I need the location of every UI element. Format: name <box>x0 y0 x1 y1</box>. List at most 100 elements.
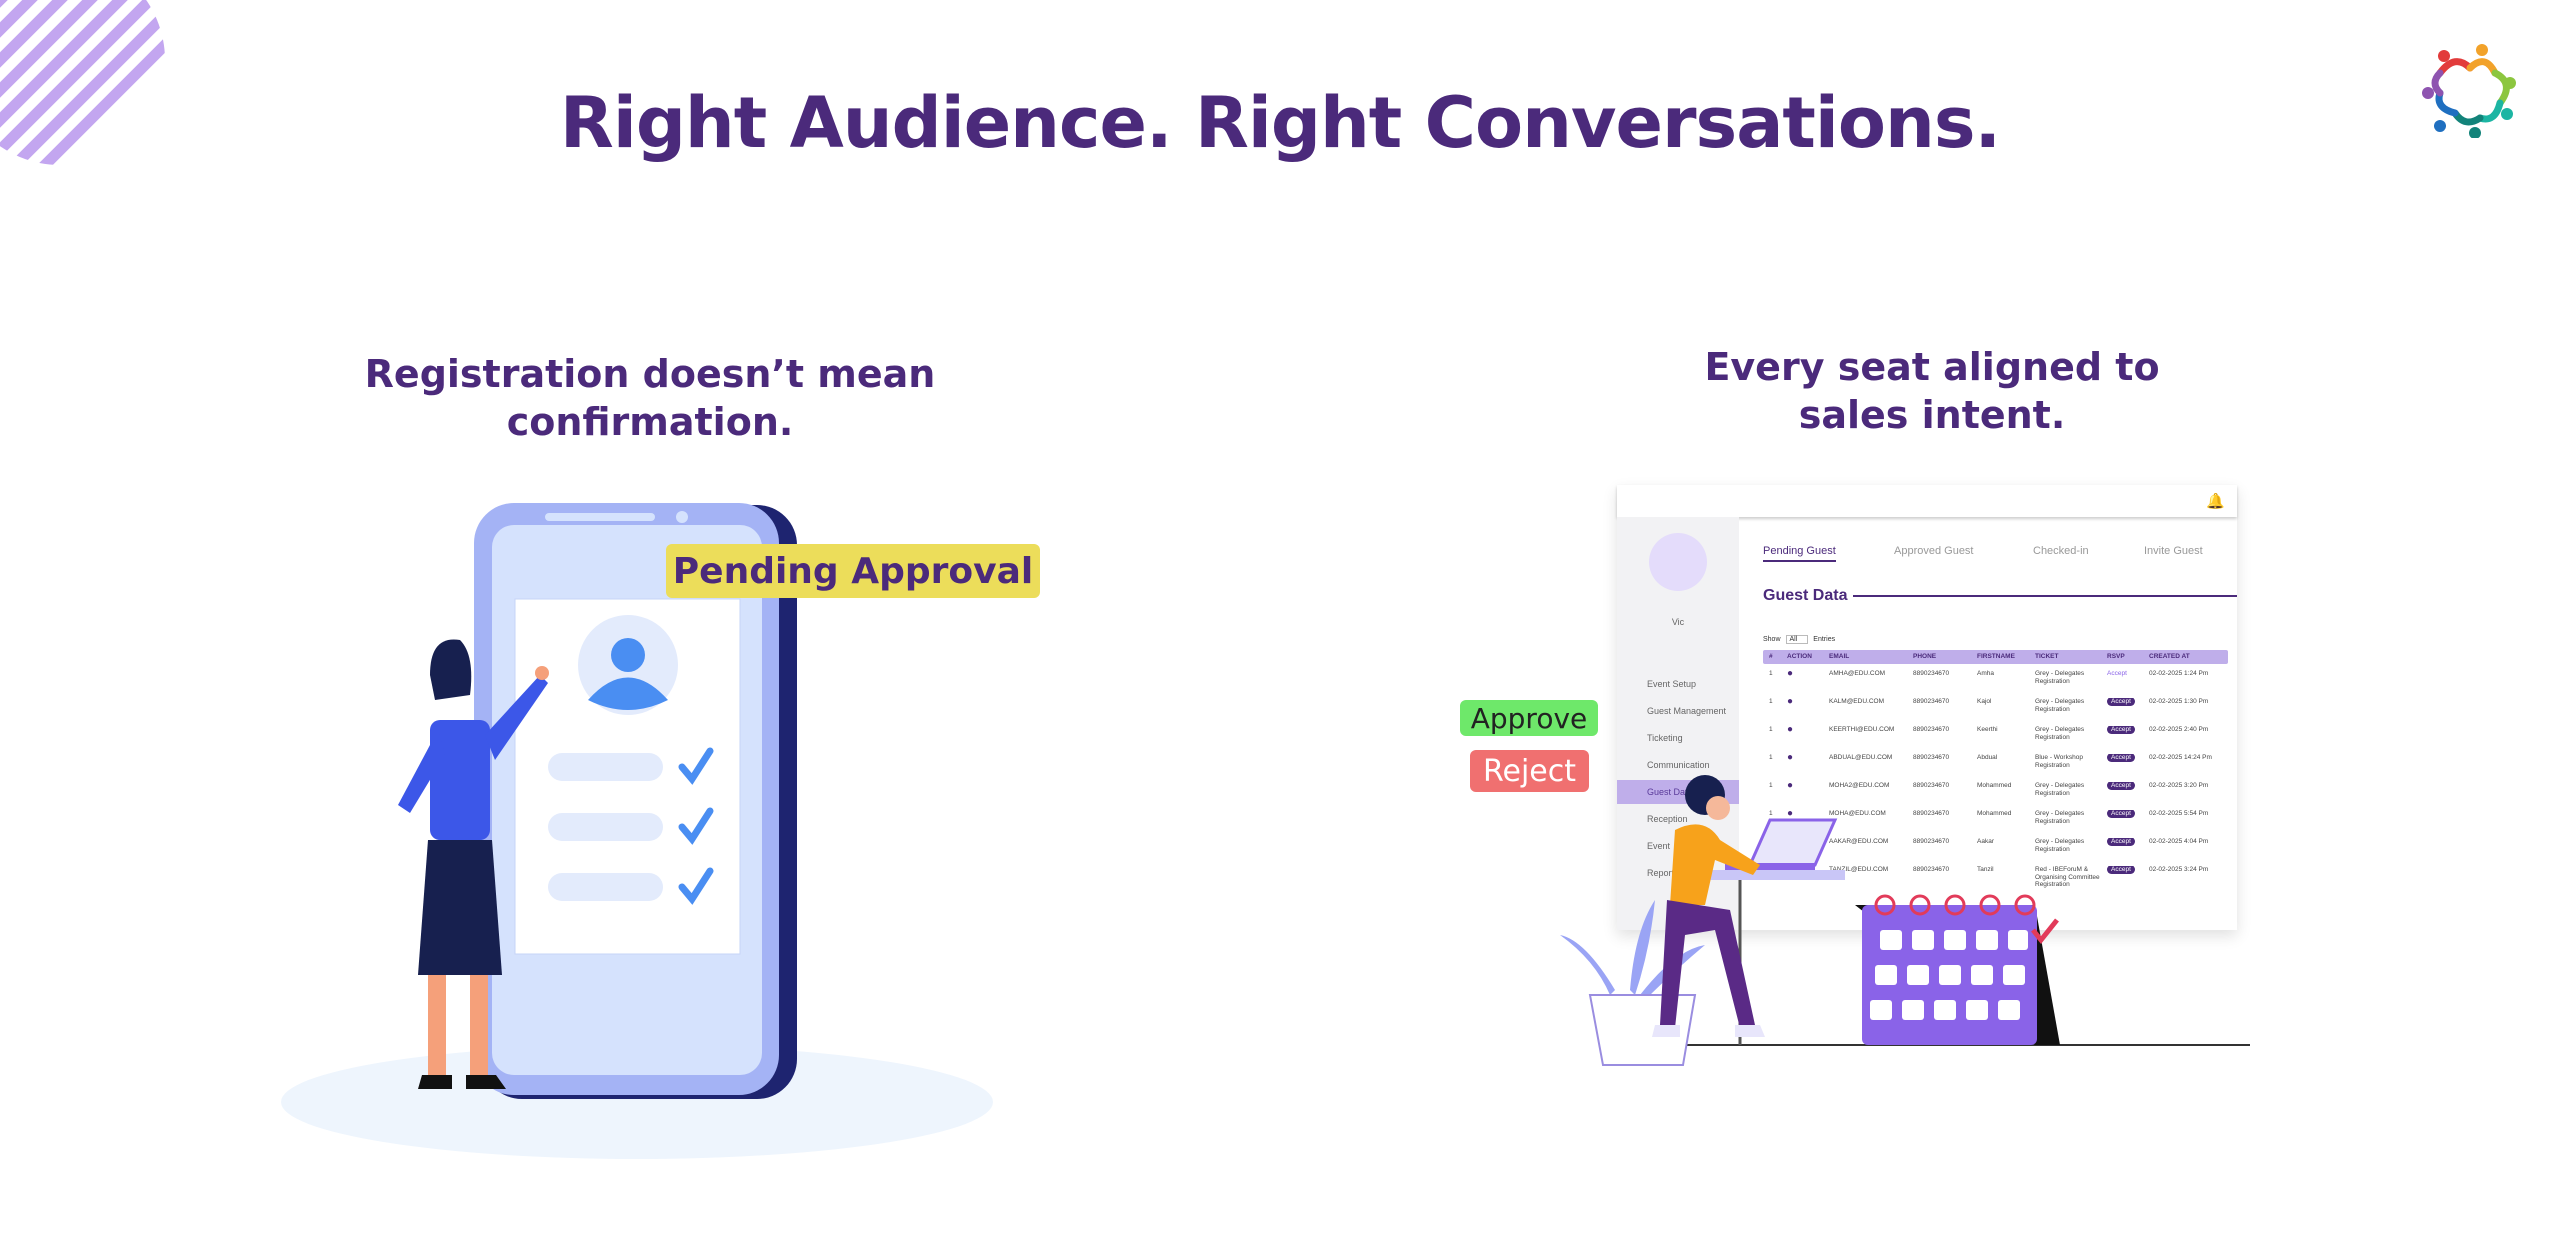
column-header[interactable]: PHONE <box>1913 653 1937 661</box>
table-cell: Red - IBEForuM & Organising Committee Re… <box>2035 866 2100 888</box>
pending-approval-badge: Pending Approval <box>666 544 1040 598</box>
guest-table: # ACTION EMAIL PHONE FIRSTNAME TICKET RSVP CREA… <box>1763 650 2228 889</box>
table-cell: Grey - Delegates Registration <box>2035 670 2085 685</box>
table-row: 1 ● KALM@EDU.COM 8890234670 Kajol Grey - Dele… <box>1763 692 2228 720</box>
top-bar: 🔔 <box>1617 485 2237 517</box>
striped-circle-decoration <box>0 0 165 165</box>
table-cell: 02-02-2025 5:54 Pm <box>2149 810 2209 817</box>
bell-icon[interactable]: 🔔 <box>2206 493 2225 510</box>
sidebar-item-event[interactable]: Event <box>1647 841 1671 851</box>
table-cell: 8890234670 <box>1913 754 1950 761</box>
tab-checked-in[interactable]: Checked-in <box>2033 545 2089 557</box>
rsvp-accept-badge[interactable]: Accept <box>2107 810 2149 818</box>
rsvp-accept-badge[interactable]: Accept <box>2107 782 2149 790</box>
column-header[interactable]: EMAIL <box>1829 653 1850 661</box>
table-cell: MOHA2@EDU.COM <box>1829 782 1890 789</box>
user-action-icon[interactable]: ● <box>1787 782 1794 791</box>
table-row: 1 ● MOHA@EDU.COM 8890234670 Mohammed Grey - D… <box>1763 804 2228 832</box>
table-cell: AMHA@EDU.COM <box>1829 670 1886 677</box>
tab-pending-guest[interactable]: Pending Guest <box>1763 545 1836 562</box>
sidebar-item-reception[interactable]: Reception <box>1647 814 1688 824</box>
rsvp-accept-badge[interactable]: Accept <box>2107 670 2149 678</box>
table-row: 1 ● MOHA2@EDU.COM 8890234670 Mohammed Grey - … <box>1763 776 2228 804</box>
table-cell: Grey - Delegates Registration <box>2035 726 2085 741</box>
table-cell: Keerthi <box>1977 726 1998 733</box>
table-cell: MOHA@EDU.COM <box>1829 810 1886 817</box>
table-cell: AAKAR@EDU.COM <box>1829 838 1889 845</box>
rsvp-accept-badge[interactable]: Accept <box>2107 754 2149 762</box>
table-cell: 02-02-2025 4:04 Pm <box>2149 838 2209 845</box>
user-action-icon[interactable]: ● <box>1787 754 1794 763</box>
table-cell: Mohammed <box>1977 810 2012 817</box>
table-cell: 02-02-2025 1:30 Pm <box>2149 698 2209 705</box>
table-cell: KEERTHI@EDU.COM <box>1829 726 1895 733</box>
entries-select[interactable]: All <box>1785 635 1809 644</box>
table-row: 1 ● KEERTHI@EDU.COM 8890234670 Keerthi Grey -… <box>1763 720 2228 748</box>
table-cell: TANZIL@EDU.COM <box>1829 866 1889 873</box>
user-action-icon[interactable]: ● <box>1787 810 1794 819</box>
table-cell: 02-02-2025 1:24 Pm <box>2149 670 2209 677</box>
table-cell: 8890234670 <box>1913 670 1950 677</box>
column-header[interactable]: # <box>1769 653 1773 661</box>
user-action-icon[interactable]: ● <box>1787 726 1794 735</box>
table-cell: 8890234670 <box>1913 726 1950 733</box>
table-cell: Blue - Workshop Registration <box>2035 754 2083 769</box>
table-cell: 8890234670 <box>1913 810 1950 817</box>
table-cell: 1 <box>1769 670 1773 677</box>
table-cell: Grey - Delegates Registration <box>2035 698 2085 713</box>
rsvp-accept-badge[interactable]: Accept <box>2107 838 2149 846</box>
tab-invite-guest[interactable]: Invite Guest <box>2144 545 2203 557</box>
column-header[interactable]: CREATED AT <box>2149 653 2190 661</box>
rsvp-label: Accept <box>2107 726 2135 734</box>
column-header[interactable]: ACTION <box>1787 653 1812 661</box>
sidebar-item-communication[interactable]: Communication <box>1647 760 1710 770</box>
user-action-icon[interactable]: ● <box>1787 670 1794 679</box>
column-header[interactable]: RSVP <box>2107 653 2125 661</box>
section-title: Guest Data <box>1763 587 2237 605</box>
table-cell: Kajol <box>1977 698 1992 705</box>
rsvp-accept-badge[interactable]: Accept <box>2107 726 2149 734</box>
approve-button[interactable]: Approve <box>1460 700 1598 736</box>
table-cell: Grey - Delegates Registration <box>2035 810 2085 825</box>
table-cell: Abdual <box>1977 754 1998 761</box>
table-cell: Amha <box>1977 670 1994 677</box>
table-cell: 1 <box>1769 726 1773 733</box>
table-cell: 8890234670 <box>1913 866 1950 873</box>
table-cell: Mohammed <box>1977 782 2012 789</box>
column-header[interactable]: FIRSTNAME <box>1977 653 2015 661</box>
right-heading: Every seat aligned to sales intent. <box>1632 343 2232 439</box>
sidebar-item-ticketing[interactable]: Ticketing <box>1647 733 1683 743</box>
table-cell: 1 <box>1769 754 1773 761</box>
divider <box>1853 595 2237 597</box>
section-title-text: Guest Data <box>1763 587 1848 604</box>
reject-button[interactable]: Reject <box>1470 750 1589 792</box>
table-cell: 02-02-2025 3:20 Pm <box>2149 782 2209 789</box>
rsvp-label: Accept <box>2107 866 2135 874</box>
phone-approval-illustration <box>281 503 993 1159</box>
left-heading-line2: confirmation. <box>506 400 794 444</box>
column-header[interactable]: TICKET <box>2035 653 2059 661</box>
rsvp-accept-badge[interactable]: Accept <box>2107 866 2149 874</box>
table-cell: Tanzil <box>1977 866 1994 873</box>
avatar <box>1649 533 1707 591</box>
table-header: # ACTION EMAIL PHONE FIRSTNAME TICKET RSVP CREA… <box>1763 650 2228 664</box>
table-cell: 1 <box>1769 782 1773 789</box>
table-cell: Grey - Delegates Registration <box>2035 782 2085 797</box>
rsvp-label: Accept <box>2107 698 2135 706</box>
user-name: Vic <box>1671 617 1685 627</box>
rsvp-label: Accept <box>2107 782 2135 790</box>
left-heading: Registration doesn’t mean confirmation. <box>350 350 950 446</box>
user-action-icon[interactable]: ● <box>1787 698 1794 707</box>
table-cell: 8890234670 <box>1913 782 1950 789</box>
tab-approved-guest[interactable]: Approved Guest <box>1894 545 1974 557</box>
table-cell: 8890234670 <box>1913 698 1950 705</box>
rsvp-label: Accept <box>2107 754 2135 762</box>
rsvp-label: Accept <box>2107 810 2135 818</box>
rsvp-accept-badge[interactable]: Accept <box>2107 698 2149 706</box>
show-label: Show <box>1763 636 1781 643</box>
sidebar-item-event-setup[interactable]: Event Setup <box>1647 679 1697 689</box>
community-logo <box>2422 44 2516 138</box>
table-row: 1 ● ABDUAL@EDU.COM 8890234670 Abdual Blue - W… <box>1763 748 2228 776</box>
sidebar-item-guest-management[interactable]: Guest Management <box>1647 706 1727 716</box>
sidebar-item-reports[interactable]: Reports <box>1647 868 1679 878</box>
